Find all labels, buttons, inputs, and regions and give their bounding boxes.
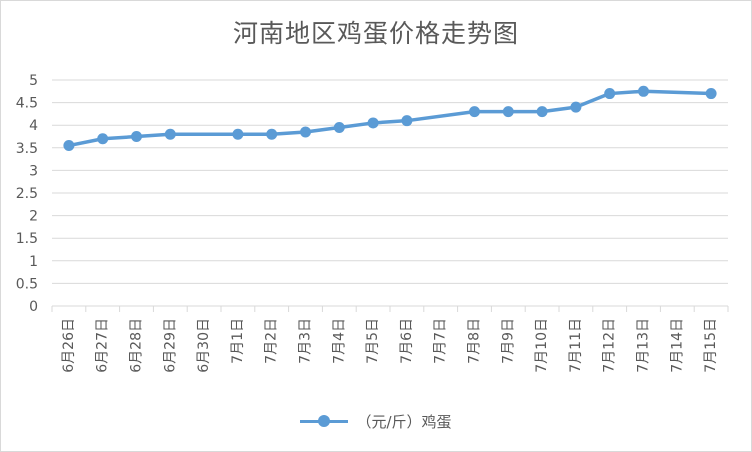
data-point: [536, 106, 548, 118]
x-tick-label: 6月30日: [196, 318, 212, 373]
y-tick-label: 2.5: [16, 186, 38, 202]
y-axis-tick-labels: 0 0.5 1 1.5 2 2.5 3 3.5 4 4.5 5: [16, 73, 38, 315]
data-point: [401, 115, 413, 127]
y-tick-label: 3.5: [16, 141, 38, 157]
data-point: [97, 133, 109, 145]
data-point: [232, 128, 244, 140]
data-point: [164, 128, 176, 140]
x-tick-label: 7月4日: [331, 318, 347, 364]
y-tick-label: 0: [29, 299, 38, 315]
series-line-path: [67, 89, 713, 148]
x-tick-label: 7月11日: [568, 318, 584, 373]
data-point: [266, 128, 278, 140]
x-tick-label: 7月12日: [602, 318, 618, 373]
y-tick-label: 2: [29, 209, 38, 225]
y-tick-label: 5: [29, 73, 38, 89]
x-tick-label: 7月7日: [433, 318, 449, 364]
x-tick-label: 7月8日: [467, 318, 483, 364]
y-tick-label: 4.5: [16, 96, 38, 112]
x-tick-label: 6月28日: [129, 318, 145, 373]
x-tick-label: 6月26日: [61, 318, 77, 373]
y-tick-label: 4: [29, 118, 38, 134]
x-tick-label: 7月1日: [230, 318, 246, 364]
x-tick-label: 7月10日: [534, 318, 550, 373]
x-tick-label: 7月2日: [264, 318, 280, 364]
x-tick-label: 7月5日: [365, 318, 381, 364]
x-tick-label: 6月27日: [95, 318, 111, 373]
x-tick-label: 6月29日: [162, 318, 178, 373]
data-point: [604, 88, 616, 100]
x-tick-label: 7月14日: [669, 318, 685, 373]
x-tick-label: 7月3日: [298, 318, 314, 364]
data-point: [131, 131, 142, 142]
gridlines: [52, 79, 728, 307]
x-tick-label: 7月13日: [636, 318, 652, 373]
y-tick-label: 1.5: [16, 231, 38, 247]
x-axis-tick-labels: 6月26日 6月27日 6月28日 6月29日 6月30日 7月1日 7月2日 7月3日 7月4…: [51, 306, 729, 373]
data-point: [570, 101, 582, 113]
data-point: [705, 88, 717, 100]
data-point: [367, 117, 379, 129]
x-tick-label: 7月6日: [399, 318, 415, 364]
x-tick-label: 7月15日: [703, 318, 719, 373]
legend-swatch-icon: [300, 414, 349, 428]
chart-title: 河南地区鸡蛋价格走势图: [232, 19, 519, 48]
data-point: [333, 121, 345, 133]
y-tick-label: 0.5: [16, 276, 38, 292]
data-point: [502, 106, 514, 118]
data-point: [638, 85, 649, 97]
data-point: [469, 106, 480, 118]
series-line: [67, 89, 713, 148]
y-tick-label: 1: [29, 254, 38, 270]
data-point: [300, 126, 311, 138]
legend-label: （元/斤）鸡蛋: [356, 412, 452, 431]
x-tick-label: 7月9日: [500, 318, 516, 364]
y-tick-label: 3: [29, 163, 38, 179]
data-point: [63, 140, 75, 152]
series-points: [63, 85, 717, 152]
legend: （元/斤）鸡蛋: [0, 406, 752, 436]
